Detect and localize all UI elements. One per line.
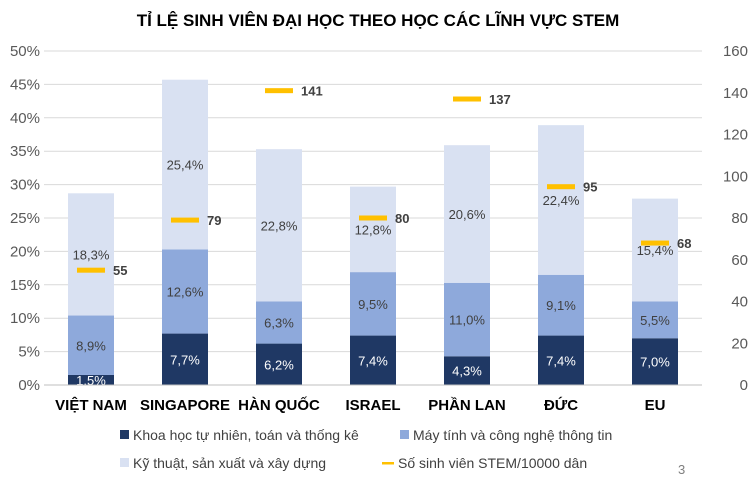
bar-segment bbox=[444, 282, 490, 357]
bar-segment bbox=[444, 145, 490, 283]
y-left-tick: 0% bbox=[18, 377, 40, 394]
bar-segment bbox=[256, 149, 302, 302]
marker-label: 95 bbox=[583, 180, 597, 195]
legend-label: Khoa học tự nhiên, toán và thống kê bbox=[133, 427, 359, 443]
y-right-tick: 60 bbox=[731, 252, 748, 269]
marker-label: 55 bbox=[113, 263, 127, 278]
y-right-tick: 120 bbox=[723, 127, 748, 144]
marker bbox=[171, 217, 199, 223]
bar-segment bbox=[538, 125, 584, 275]
y-right-tick: 0 bbox=[740, 377, 748, 394]
bar-segment bbox=[444, 356, 490, 385]
y-left-tick: 5% bbox=[18, 344, 40, 361]
y-left-tick: 50% bbox=[10, 43, 40, 60]
data-label: 18,3% bbox=[73, 247, 110, 262]
marker bbox=[265, 88, 293, 94]
data-label: 9,5% bbox=[358, 297, 388, 312]
category-label: PHẦN LAN bbox=[428, 397, 506, 414]
bar-segment bbox=[632, 301, 678, 339]
data-label: 8,9% bbox=[76, 338, 106, 353]
bar-segment bbox=[350, 272, 396, 336]
bar-segment bbox=[632, 338, 678, 385]
marker bbox=[359, 215, 387, 221]
marker bbox=[77, 267, 105, 273]
legend-swatch bbox=[120, 430, 129, 439]
data-label: 11,0% bbox=[449, 313, 485, 328]
bar-segment bbox=[256, 343, 302, 385]
category-label: ISRAEL bbox=[345, 397, 400, 414]
bar-segment bbox=[68, 374, 114, 385]
category-label: VIỆT NAM bbox=[55, 396, 127, 414]
y-right-tick: 40 bbox=[731, 294, 748, 311]
page-number: 3 bbox=[678, 462, 686, 477]
data-label: 20,6% bbox=[449, 207, 486, 222]
y-left-tick: 20% bbox=[10, 243, 40, 260]
marker-label: 141 bbox=[301, 84, 323, 99]
data-label: 4,3% bbox=[452, 364, 482, 379]
data-label: 9,1% bbox=[546, 298, 576, 313]
data-label: 5,5% bbox=[640, 313, 670, 328]
marker-label: 68 bbox=[677, 236, 691, 251]
marker-label: 80 bbox=[395, 211, 409, 226]
y-left-tick: 10% bbox=[10, 310, 40, 327]
marker bbox=[641, 240, 669, 246]
legend-swatch bbox=[382, 462, 394, 465]
bar-segment bbox=[162, 249, 208, 334]
data-label: 6,2% bbox=[264, 357, 294, 372]
data-label: 7,7% bbox=[170, 352, 200, 367]
marker bbox=[547, 184, 575, 190]
data-label: 25,4% bbox=[167, 158, 204, 173]
data-label: 15,4% bbox=[637, 243, 674, 258]
y-right-tick: 160 bbox=[723, 43, 748, 60]
category-label: HÀN QUỐC bbox=[238, 396, 320, 414]
y-left-tick: 45% bbox=[10, 76, 40, 93]
marker-label: 79 bbox=[207, 213, 221, 228]
y-right-tick: 20 bbox=[731, 335, 748, 352]
legend-label: Máy tính và công nghệ thông tin bbox=[413, 427, 612, 443]
data-label: 1,5% bbox=[76, 373, 106, 388]
legend-label: Kỹ thuật, sản xuất và xây dựng bbox=[133, 455, 326, 471]
category-label: SINGAPORE bbox=[140, 397, 230, 414]
bar-segment bbox=[538, 274, 584, 336]
data-label: 7,0% bbox=[640, 355, 670, 370]
y-left-tick: 25% bbox=[10, 210, 40, 227]
data-label: 6,3% bbox=[264, 316, 294, 331]
bar-segment bbox=[632, 198, 678, 302]
bar-segment bbox=[350, 335, 396, 385]
y-left-tick: 35% bbox=[10, 143, 40, 160]
category-label: ĐỨC bbox=[544, 396, 578, 414]
bar-segment bbox=[538, 335, 584, 385]
legend-label: Số sinh viên STEM/10000 dân bbox=[398, 455, 587, 471]
data-label: 12,6% bbox=[167, 284, 204, 299]
chart-title: TỈ LỆ SINH VIÊN ĐẠI HỌC THEO HỌC CÁC LĨN… bbox=[137, 10, 620, 30]
marker bbox=[453, 96, 481, 102]
bar-segment bbox=[350, 186, 396, 273]
data-label: 7,4% bbox=[358, 353, 388, 368]
y-right-tick: 100 bbox=[723, 168, 748, 185]
y-left-tick: 15% bbox=[10, 277, 40, 294]
data-label: 22,4% bbox=[543, 193, 580, 208]
data-label: 12,8% bbox=[355, 222, 392, 237]
data-label: 22,8% bbox=[261, 218, 298, 233]
marker-label: 137 bbox=[489, 92, 511, 107]
y-left-tick: 30% bbox=[10, 177, 40, 194]
y-right-tick: 80 bbox=[731, 210, 748, 227]
bar-segment bbox=[162, 333, 208, 385]
bar-segment bbox=[68, 193, 114, 316]
y-right-tick: 140 bbox=[723, 85, 748, 102]
bar-segment bbox=[68, 315, 114, 375]
y-left-tick: 40% bbox=[10, 110, 40, 127]
legend-swatch bbox=[400, 430, 409, 439]
bar-segment bbox=[256, 301, 302, 344]
data-label: 7,4% bbox=[546, 353, 576, 368]
category-label: EU bbox=[645, 397, 666, 414]
legend-swatch bbox=[120, 458, 129, 467]
